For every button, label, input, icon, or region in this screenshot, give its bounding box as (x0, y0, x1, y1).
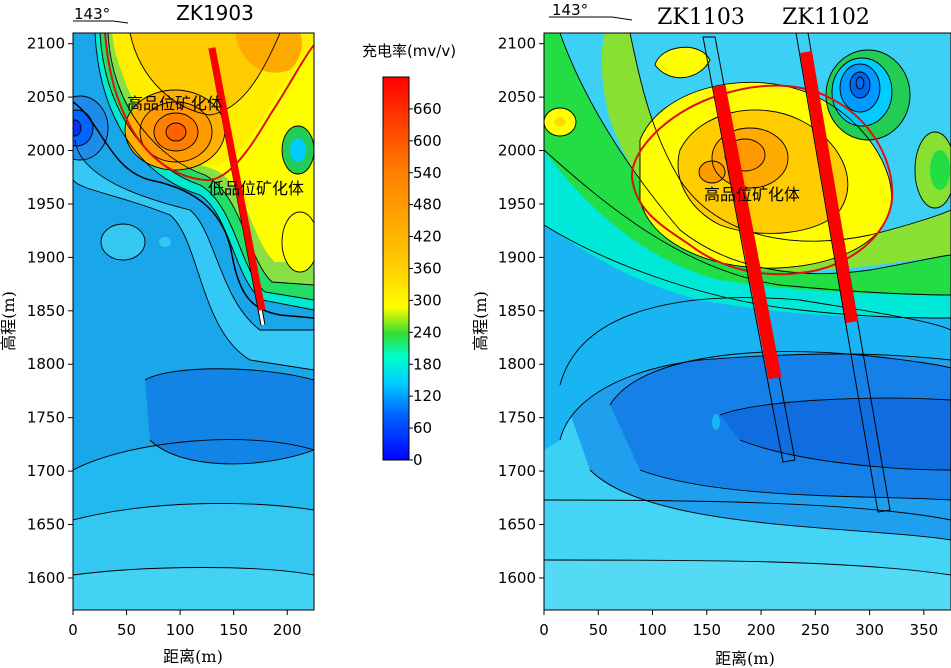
right-x-tick-label: 200 (747, 621, 776, 639)
right-y-tick-label: 2100 (498, 35, 536, 53)
left-y-tick-label: 1800 (27, 355, 65, 373)
left-y-tick-label: 2100 (27, 35, 65, 53)
left-y-tick-label: 1700 (27, 462, 65, 480)
borehole-label-zk1102: ZK1102 (782, 5, 870, 30)
right-x-tick-label: 50 (589, 621, 608, 639)
borehole-zk1103 (702, 36, 796, 463)
left-y-tick-label: 1650 (27, 516, 65, 534)
right-x-tick-label: 350 (910, 621, 939, 639)
legend-tick-label: 240 (413, 323, 442, 341)
left-axes: 0 50 100 150 200 1600 1650 1700 1750 1800 1850 1900… (27, 35, 302, 639)
left-y-tick-label: 1900 (27, 248, 65, 266)
legend-tick-label: 120 (413, 387, 442, 405)
right-azimuth-label: 143° (552, 1, 588, 19)
right-x-axis-label: 距离(m) (715, 649, 775, 668)
left-azimuth-label: 143° (74, 5, 110, 23)
legend-tick-label: 300 (413, 291, 442, 309)
left-azimuth-marker: 143° (73, 5, 129, 24)
legend-tick-label: 480 (413, 196, 442, 214)
left-x-tick-label: 100 (166, 621, 195, 639)
left-x-tick-label: 200 (273, 621, 302, 639)
borehole-label-zk1103: ZK1103 (657, 5, 745, 30)
right-x-tick-label: 250 (801, 621, 830, 639)
right-y-tick-label: 1850 (498, 302, 536, 320)
right-x-tick-label: 300 (855, 621, 884, 639)
left-x-tick-label: 0 (68, 621, 78, 639)
right-y-axis-label: 高程(m) (471, 291, 490, 351)
right-contour-field (544, 33, 951, 610)
left-y-tick-label: 2050 (27, 88, 65, 106)
left-x-tick-label: 50 (117, 621, 136, 639)
right-y-tick-label: 2000 (498, 142, 536, 160)
legend-tick-label: 540 (413, 164, 442, 182)
borehole-zk1903 (208, 47, 266, 326)
right-x-tick-label: 100 (638, 621, 667, 639)
left-y-tick-label: 2000 (27, 142, 65, 160)
legend-tick-label: 180 (413, 355, 442, 373)
left-y-tick-label: 1850 (27, 302, 65, 320)
legend-tick-label: 420 (413, 228, 442, 246)
right-y-tick-label: 1700 (498, 462, 536, 480)
right-y-tick-label: 1750 (498, 409, 536, 427)
borehole-label-zk1903: ZK1903 (176, 1, 254, 25)
right-y-tick-label: 1950 (498, 195, 536, 213)
right-x-tick-label: 150 (692, 621, 721, 639)
left-contour-field (73, 33, 314, 610)
high-grade-ore-label-right: 高品位矿化体 (704, 185, 800, 204)
left-y-tick-label: 1750 (27, 409, 65, 427)
legend-color-bar (382, 76, 410, 461)
left-y-axis-label: 高程(m) (0, 291, 18, 351)
right-y-tick-label: 2050 (498, 88, 536, 106)
right-y-tick-label: 1650 (498, 516, 536, 534)
left-x-tick-label: 150 (219, 621, 248, 639)
legend-tick-label: 660 (413, 100, 442, 118)
high-grade-ore-label-left: 高品位矿化体 (127, 94, 223, 113)
right-azimuth-marker: 143° (549, 1, 633, 21)
left-y-tick-label: 1950 (27, 195, 65, 213)
right-section-plot: 0 50 100 150 200 250 300 350 1600 1650 1700 1750 180… (471, 1, 951, 668)
legend-tick-label: 600 (413, 132, 442, 150)
left-x-axis-label: 距离(m) (163, 647, 223, 666)
legend-title: 充电率(mv/v) (362, 42, 456, 60)
right-x-tick-label: 0 (539, 621, 549, 639)
left-y-tick-label: 1600 (27, 569, 65, 587)
legend-tick-label: 60 (413, 419, 432, 437)
borehole-zk1102 (795, 33, 891, 513)
legend-tick-label: 360 (413, 260, 442, 278)
right-y-tick-label: 1900 (498, 248, 536, 266)
low-grade-ore-label: 低品位矿化体 (208, 179, 304, 198)
right-y-tick-label: 1800 (498, 355, 536, 373)
legend-tick-label: 0 (413, 451, 423, 469)
right-axes: 0 50 100 150 200 250 300 350 1600 1650 1700 1750 180… (498, 35, 938, 639)
right-y-tick-label: 1600 (498, 569, 536, 587)
color-legend: 充电率(mv/v) 660600540480420360300240180120… (362, 42, 456, 469)
left-section-plot: 0 50 100 150 200 1600 1650 1700 1750 1800 1850 1900… (0, 1, 315, 666)
